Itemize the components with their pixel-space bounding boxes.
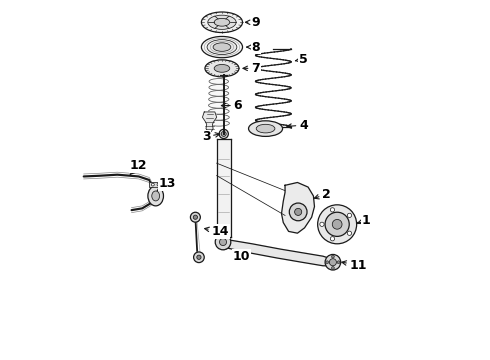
- Circle shape: [220, 238, 226, 246]
- Circle shape: [325, 212, 349, 237]
- Circle shape: [218, 237, 230, 249]
- Ellipse shape: [213, 43, 231, 51]
- Ellipse shape: [214, 64, 230, 72]
- Ellipse shape: [201, 36, 243, 58]
- Ellipse shape: [256, 124, 275, 133]
- Bar: [149, 182, 162, 187]
- Circle shape: [221, 131, 226, 136]
- Text: 1: 1: [358, 214, 370, 227]
- Circle shape: [219, 129, 228, 139]
- Circle shape: [329, 259, 337, 266]
- Text: 7: 7: [243, 62, 260, 75]
- Ellipse shape: [214, 18, 230, 26]
- Circle shape: [320, 222, 324, 226]
- Ellipse shape: [209, 103, 229, 108]
- Text: 8: 8: [247, 41, 260, 54]
- Text: 3: 3: [202, 130, 220, 143]
- Circle shape: [331, 266, 334, 269]
- Polygon shape: [282, 183, 315, 233]
- Ellipse shape: [209, 78, 228, 84]
- Circle shape: [194, 252, 204, 262]
- Ellipse shape: [201, 12, 243, 32]
- Text: 6: 6: [221, 99, 242, 112]
- Ellipse shape: [209, 85, 229, 90]
- Circle shape: [197, 255, 201, 260]
- Ellipse shape: [209, 91, 229, 96]
- Circle shape: [289, 203, 307, 221]
- Text: 4: 4: [287, 118, 308, 131]
- Circle shape: [221, 240, 226, 246]
- Ellipse shape: [205, 60, 239, 77]
- Ellipse shape: [209, 96, 229, 102]
- Circle shape: [330, 237, 335, 241]
- Ellipse shape: [152, 191, 160, 201]
- Ellipse shape: [208, 121, 229, 126]
- Circle shape: [347, 213, 352, 217]
- Polygon shape: [217, 139, 231, 237]
- Circle shape: [347, 231, 352, 235]
- Polygon shape: [202, 112, 217, 131]
- Circle shape: [294, 208, 302, 215]
- Text: 14: 14: [205, 225, 229, 238]
- Circle shape: [325, 255, 341, 270]
- Ellipse shape: [248, 121, 283, 136]
- Ellipse shape: [148, 186, 164, 206]
- Circle shape: [337, 261, 340, 264]
- Circle shape: [331, 255, 334, 258]
- Ellipse shape: [207, 40, 237, 54]
- Circle shape: [326, 261, 329, 264]
- Ellipse shape: [208, 108, 229, 114]
- Text: 13: 13: [157, 177, 176, 191]
- Circle shape: [193, 215, 197, 219]
- Circle shape: [151, 183, 154, 186]
- Text: 2: 2: [315, 188, 331, 201]
- Text: 5: 5: [295, 53, 308, 66]
- Text: 12: 12: [130, 159, 147, 175]
- Circle shape: [191, 212, 200, 222]
- Circle shape: [157, 183, 160, 186]
- Circle shape: [215, 234, 231, 250]
- Circle shape: [318, 205, 357, 244]
- Text: 11: 11: [342, 258, 367, 271]
- Circle shape: [332, 220, 342, 229]
- Text: 10: 10: [233, 250, 250, 263]
- Ellipse shape: [208, 114, 229, 120]
- Circle shape: [330, 208, 335, 212]
- Ellipse shape: [208, 15, 236, 30]
- Polygon shape: [220, 238, 334, 266]
- Text: 9: 9: [245, 16, 260, 29]
